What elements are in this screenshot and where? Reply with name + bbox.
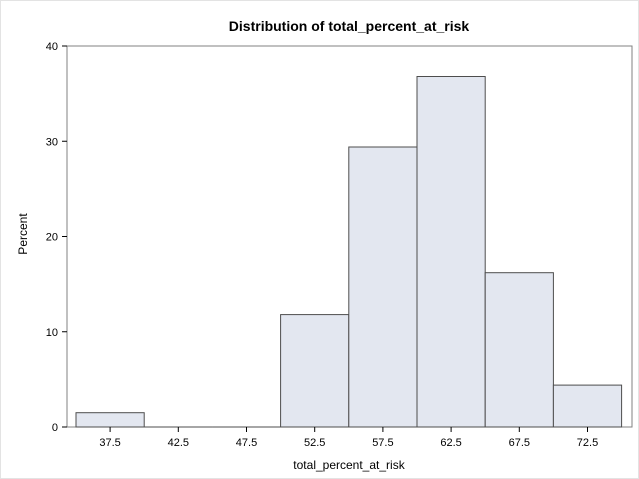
x-tick-label: 72.5: [577, 437, 598, 449]
y-tick-label: 20: [46, 232, 58, 244]
x-axis: 37.5 42.5 47.5 52.5 57.5 62.5 67.5 72.5: [99, 427, 598, 449]
bars-group: [75, 76, 623, 428]
histogram-bar: [552, 384, 623, 428]
histogram-bar: [348, 146, 418, 428]
y-tick-label: 30: [46, 136, 58, 148]
x-axis-label: total_percent_at_risk: [293, 458, 405, 472]
x-tick-label: 57.5: [372, 437, 393, 449]
histogram-bar: [75, 412, 145, 428]
x-tick-label: 37.5: [99, 437, 120, 449]
x-tick-label: 42.5: [168, 437, 189, 449]
histogram-bar: [484, 272, 554, 428]
y-axis-label: Percent: [16, 213, 30, 255]
x-tick-label: 47.5: [236, 437, 257, 449]
histogram-bar: [280, 314, 350, 428]
y-tick-label: 40: [46, 41, 58, 53]
x-tick-label: 67.5: [509, 437, 530, 449]
y-tick-label: 0: [52, 422, 58, 434]
x-tick-label: 52.5: [304, 437, 325, 449]
x-tick-label: 62.5: [440, 437, 461, 449]
y-tick-label: 10: [46, 327, 58, 339]
y-axis: 0 10 20 30 40: [46, 41, 67, 434]
histogram-bar: [416, 76, 486, 428]
chart-title: Distribution of total_percent_at_risk: [229, 18, 470, 34]
